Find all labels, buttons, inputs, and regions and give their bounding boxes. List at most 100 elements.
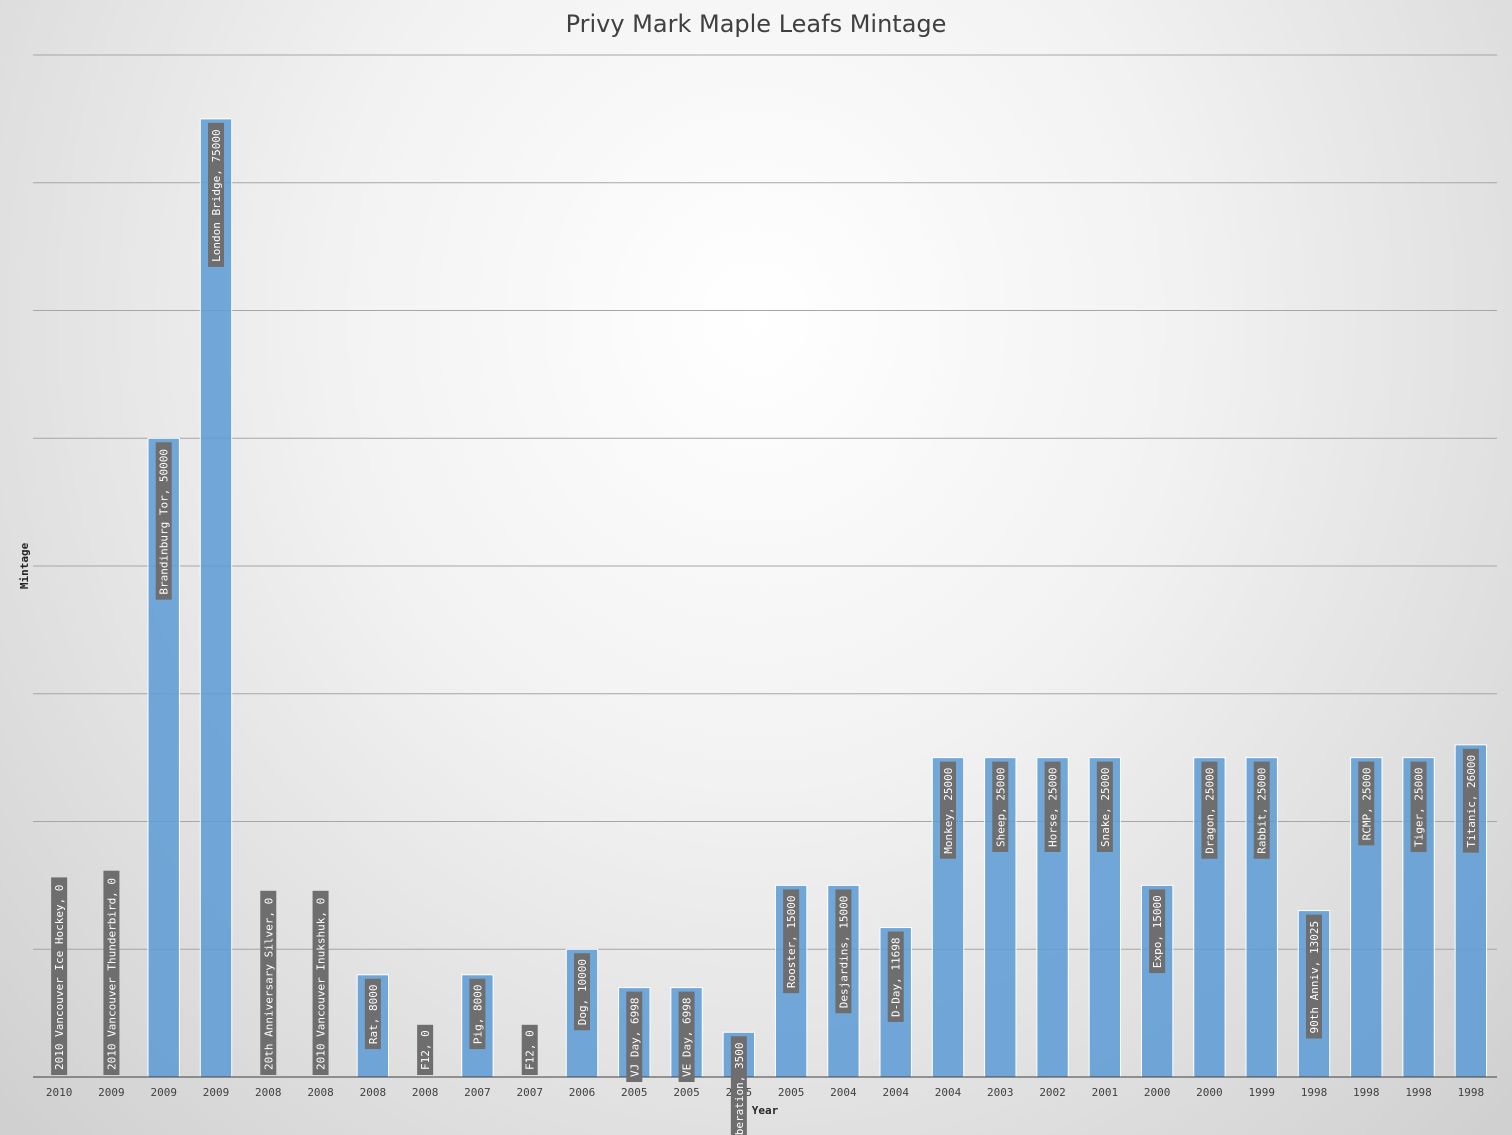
x-tick-label: 2006 [569, 1086, 596, 1099]
data-label-box [155, 442, 172, 600]
x-tick-label: 2003 [987, 1086, 1014, 1099]
data-label-box [574, 953, 590, 1031]
data-label: Dragon, 25000 [1201, 761, 1218, 859]
data-label: Expo, 15000 [1149, 889, 1166, 974]
data-label: F12, 0 [417, 1024, 434, 1075]
x-tick-label: 2008 [255, 1086, 282, 1099]
data-label-box [887, 931, 904, 1022]
data-label: D-Day, 11698 [887, 931, 904, 1022]
data-label: F12, 0 [521, 1024, 538, 1075]
data-labels: 2010 Vancouver Ice Hockey, 0 2010 Vancouv… [51, 122, 1479, 1135]
data-label-box [1044, 761, 1061, 853]
data-label-text: Rooster, 15000 [785, 895, 798, 988]
data-label: VE Day, 6998 [678, 991, 695, 1083]
x-tick-label: 2010 [46, 1086, 73, 1099]
chart-title: Privy Mark Maple Leafs Mintage [565, 10, 947, 38]
data-label-text: Dog, 10000 [576, 959, 589, 1025]
x-axis-title: Year [752, 1104, 779, 1117]
data-label: VJ Day, 6998 [626, 991, 643, 1083]
data-label-box [1149, 889, 1166, 974]
data-label-box [940, 761, 956, 859]
x-tick-label: 1998 [1405, 1086, 1432, 1099]
data-label-box [992, 761, 1009, 853]
x-tick-label: 2009 [98, 1086, 125, 1099]
data-label-text: RCMP, 25000 [1360, 767, 1373, 840]
data-label-box [1096, 761, 1113, 853]
data-label: Pig, 8000 [469, 978, 486, 1050]
data-label-box [51, 877, 68, 1075]
data-label-text: 90th Anniv, 13025 [1308, 921, 1321, 1034]
data-label-box [208, 122, 224, 267]
data-label: London Bridge, 75000 [208, 122, 224, 267]
data-label: Snake, 25000 [1096, 761, 1113, 853]
data-label: Rooster, 15000 [783, 889, 800, 994]
data-label: Liberation, 3500 [730, 1036, 747, 1135]
data-label-text: Brandinburg Tor, 50000 [158, 449, 171, 595]
data-label-box [783, 889, 800, 994]
data-label-text: VE Day, 6998 [681, 998, 694, 1077]
data-label-box [1201, 761, 1218, 859]
data-label-text: D-Day, 11698 [890, 937, 903, 1016]
data-label-text: Liberation, 3500 [733, 1043, 746, 1135]
data-label-box [730, 1036, 747, 1135]
bar [199, 118, 233, 1078]
data-label-text: Expo, 15000 [1151, 895, 1164, 968]
data-label: Tiger, 25000 [1410, 761, 1427, 853]
data-label-box [417, 1024, 434, 1075]
data-label-box [1462, 748, 1479, 853]
x-tick-label: 2005 [621, 1086, 648, 1099]
x-tick-label: 2002 [1039, 1086, 1066, 1099]
data-label-text: Monkey, 25000 [942, 768, 955, 854]
data-label-text: Pig, 8000 [471, 984, 484, 1044]
data-label-text: Titanic, 26000 [1465, 755, 1478, 848]
bar [1193, 757, 1226, 1078]
x-tick-label: 2005 [778, 1086, 805, 1099]
x-tick-label: 1998 [1353, 1086, 1380, 1099]
data-label: Rat, 8000 [364, 978, 381, 1050]
data-label-text: Sheep, 25000 [994, 768, 1007, 847]
data-label-text: 20th Anniversary Silver, 0 [262, 898, 275, 1070]
data-label-text: Rabbit, 25000 [1256, 768, 1269, 854]
x-tick-label: 2004 [882, 1086, 909, 1099]
data-label: Desjardins, 15000 [835, 889, 852, 1014]
data-label: 20th Anniversary Silver, 0 [260, 890, 277, 1075]
data-label-box [521, 1024, 538, 1075]
data-label: RCMP, 25000 [1358, 761, 1375, 846]
data-label-text: London Bridge, 75000 [210, 129, 223, 261]
data-label-box [1358, 761, 1375, 846]
data-label-box [364, 978, 381, 1050]
data-label-box [626, 991, 643, 1083]
data-label: Brandinburg Tor, 50000 [155, 442, 172, 600]
data-label-box [312, 890, 329, 1075]
data-label: Dog, 10000 [574, 953, 590, 1031]
x-tick-label: 2009 [150, 1086, 177, 1099]
data-label-box [260, 890, 277, 1075]
data-label-box [1306, 914, 1322, 1039]
data-label-text: F12, 0 [524, 1030, 537, 1070]
x-tick-label: 2008 [412, 1086, 439, 1099]
x-tick-label: 2007 [516, 1086, 543, 1099]
x-tick-label: 1999 [1248, 1086, 1275, 1099]
gridlines [33, 54, 1497, 950]
x-tick-label: 2000 [1144, 1086, 1171, 1099]
x-tick-labels: 2010 2009 2009 2009 2008 2008 2008 2008 2007 2007… [46, 1086, 1484, 1099]
y-axis-title: Mintage [18, 542, 31, 589]
data-label-text: Horse, 25000 [1047, 768, 1060, 847]
data-label-text: Dragon, 25000 [1203, 768, 1216, 854]
data-label-box [678, 991, 695, 1083]
data-label: Rabbit, 25000 [1253, 761, 1270, 859]
data-label-box [1410, 761, 1427, 853]
x-tick-label: 1998 [1458, 1086, 1485, 1099]
data-label-text: 2010 Vancouver Ice Hockey, 0 [53, 885, 66, 1070]
data-label: 2010 Vancouver Inukshuk, 0 [312, 890, 329, 1075]
data-label-text: Snake, 25000 [1099, 768, 1112, 847]
x-tick-label: 2001 [1092, 1086, 1119, 1099]
x-tick-label: 2008 [360, 1086, 387, 1099]
data-label-text: Tiger, 25000 [1413, 768, 1426, 847]
data-label-text: F12, 0 [419, 1030, 432, 1070]
data-label-box [835, 889, 852, 1014]
data-label: Titanic, 26000 [1462, 748, 1479, 853]
x-tick-label: 2009 [203, 1086, 230, 1099]
x-tick-label: 2004 [830, 1086, 857, 1099]
bars [147, 118, 1488, 1078]
